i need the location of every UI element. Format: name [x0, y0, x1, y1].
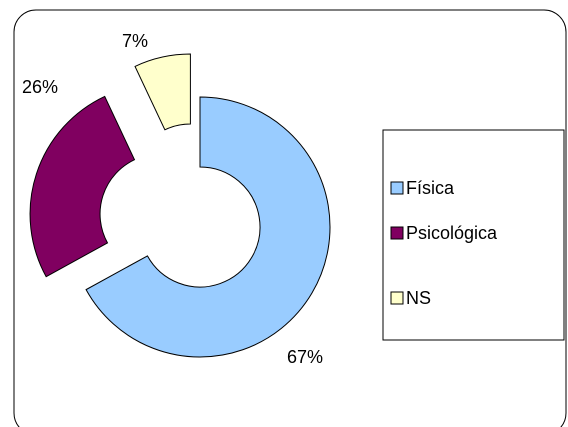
- donut-segment: [134, 53, 191, 131]
- legend-label: Física: [406, 178, 455, 198]
- legend-swatch: [390, 291, 404, 305]
- data-label: 7%: [122, 31, 148, 51]
- legend-label: NS: [406, 288, 431, 308]
- data-label: 26%: [22, 77, 58, 97]
- legend-label: Psicológica: [406, 223, 498, 243]
- legend-swatch: [390, 226, 404, 240]
- donut-segment: [29, 95, 136, 278]
- legend-swatch: [390, 181, 404, 195]
- legend-box: [382, 129, 565, 341]
- data-label: 67%: [287, 347, 323, 367]
- donut-segment: [85, 96, 331, 358]
